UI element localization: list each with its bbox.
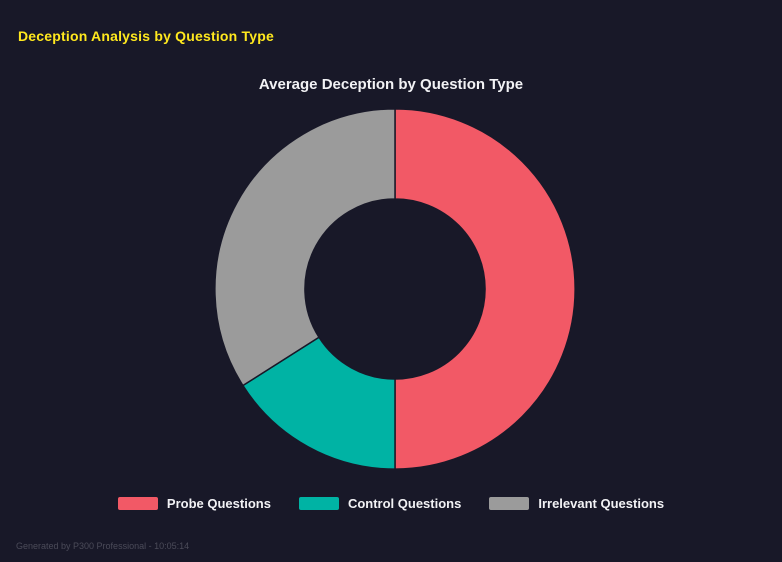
legend-item-irrelevant-questions[interactable]: Irrelevant Questions <box>489 496 664 511</box>
legend-swatch-probe <box>117 497 158 510</box>
page-title: Deception Analysis by Question Type <box>18 28 274 44</box>
legend-swatch-irrelevant <box>489 497 530 510</box>
footer-note: Generated by P300 Professional - 10:05:1… <box>16 541 190 551</box>
donut-chart[interactable] <box>209 103 581 475</box>
donut-segment-1[interactable] <box>394 108 576 470</box>
donut-segment-2[interactable] <box>241 336 396 470</box>
legend-item-control-questions[interactable]: Control Questions <box>298 496 462 511</box>
legend-swatch-control <box>298 497 339 510</box>
chart-title: Average Deception by Question Type <box>258 76 524 93</box>
legend-label-control: Control Questions <box>347 496 462 511</box>
donut-segment-3[interactable] <box>214 108 396 387</box>
legend-label-irrelevant: Irrelevant Questions <box>538 496 665 511</box>
legend-item-probe-questions[interactable]: Probe Questions <box>117 496 271 511</box>
chart-legend: Probe Questions Control Questions Irrele… <box>0 496 782 511</box>
legend-label-probe: Probe Questions <box>166 496 271 511</box>
